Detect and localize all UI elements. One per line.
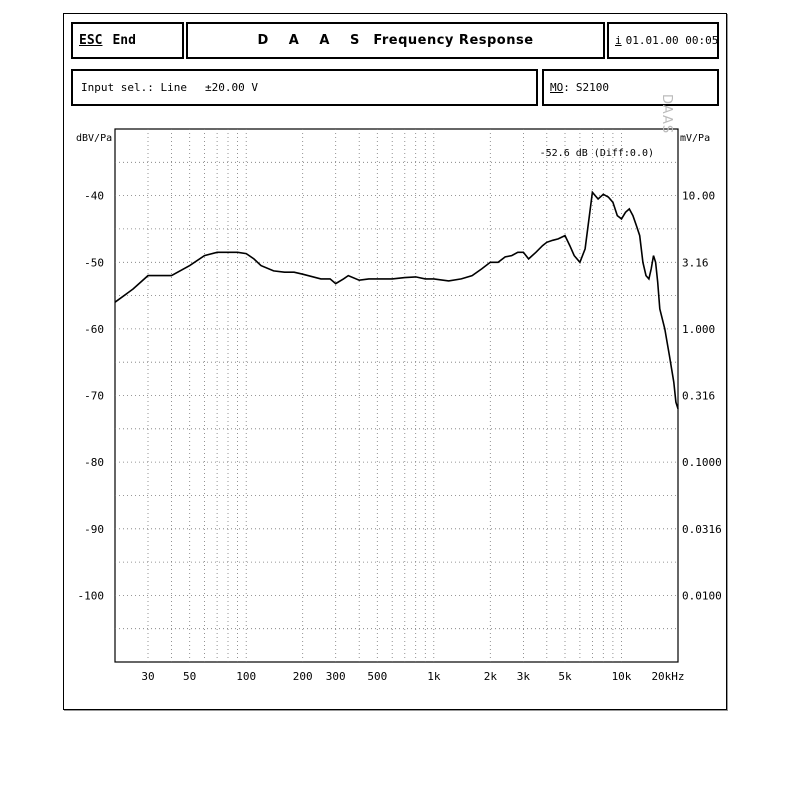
x-tick-label: 300 (326, 670, 346, 683)
input-range-value: ±20.00 V (204, 81, 258, 94)
y2-tick-label: 0.0316 (682, 523, 722, 536)
grid (115, 129, 678, 662)
model-field[interactable]: MO: S2100 (542, 69, 719, 106)
x-tick-label: 500 (367, 670, 387, 683)
x-tick-label: 200 (293, 670, 313, 683)
end-label: End (112, 33, 136, 48)
y2-tick-label: 3.16 (682, 256, 709, 269)
x-tick-label: 5k (558, 670, 572, 683)
page-title: Frequency Response (373, 33, 534, 48)
y-axis-label: dBV/Pa (76, 133, 112, 144)
x-tick-label: 20kHz (651, 670, 684, 683)
y2-tick-label: 0.316 (682, 390, 715, 403)
input-selection-label: Input sel.: Line (81, 81, 187, 94)
x-tick-label: 50 (183, 670, 196, 683)
y2-tick-label: 1.000 (682, 323, 715, 336)
esc-key-label: ESC (79, 33, 103, 48)
datetime: 01.01.00 00:05 (625, 34, 719, 47)
y-tick-label: -50 (84, 256, 104, 269)
frequency-response-chart: -40 -50 -60 -70 -80 -90 -100 10.00 3.16 1.000 0.3… (76, 128, 722, 683)
x-tick-label: 2k (484, 670, 498, 683)
x-tick-label: 1k (427, 670, 441, 683)
y-tick-label: -60 (84, 323, 104, 336)
x-tick-label: 30 (141, 670, 154, 683)
model-value: S2100 (575, 81, 609, 94)
title-bar: D A A S Frequency Response (186, 22, 605, 59)
y-tick-label: -90 (84, 523, 104, 536)
y2-tick-label: 0.0100 (682, 589, 722, 602)
y2-axis-label: mV/Pa (680, 133, 710, 144)
y2-tick-label: 10.00 (682, 190, 715, 203)
x-axis: 30 50 100 200 300 500 1k 2k 3k 5k 10k 20kHz (141, 670, 684, 683)
brand-name: D A A S (257, 33, 368, 48)
info-icon: i (615, 34, 622, 47)
app-window: ESC End D A A S Frequency Response i 01.… (63, 13, 727, 710)
y-tick-label: -70 (84, 390, 104, 403)
esc-end-button[interactable]: ESC End (71, 22, 184, 59)
model-label: MO (550, 81, 564, 94)
x-tick-label: 10k (612, 670, 632, 683)
y-axis-left: -40 -50 -60 -70 -80 -90 -100 (78, 190, 105, 603)
y-tick-label: -40 (84, 190, 104, 203)
input-selection-field[interactable]: Input sel.: Line ±20.00 V (71, 69, 538, 106)
y2-tick-label: 0.1000 (682, 456, 722, 469)
marker-readout: -52.6 dB (Diff:0.0) (540, 148, 654, 159)
y-axis-right: 10.00 3.16 1.000 0.316 0.1000 0.0316 0.0100 (682, 190, 722, 603)
plot-area (114, 128, 679, 663)
daas-watermark: DAAS (659, 94, 674, 135)
info-datetime-button[interactable]: i 01.01.00 00:05 (607, 22, 719, 59)
x-tick-label: 100 (236, 670, 256, 683)
y-tick-label: -100 (78, 589, 105, 602)
response-curve-series (114, 190, 679, 410)
x-tick-label: 3k (517, 670, 531, 683)
y-tick-label: -80 (84, 456, 104, 469)
